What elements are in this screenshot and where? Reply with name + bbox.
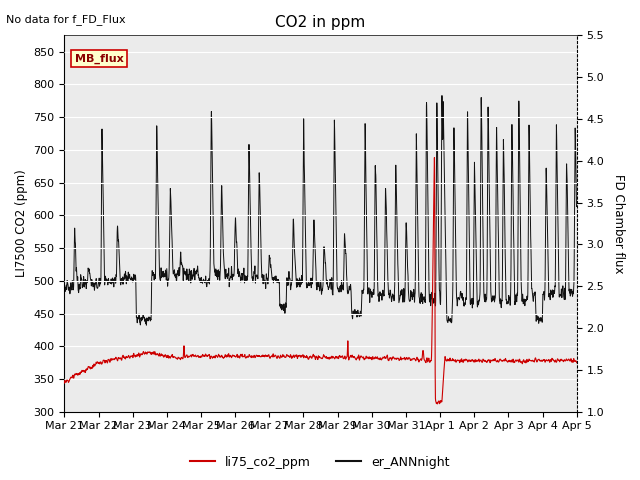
Legend: li75_co2_ppm, er_ANNnight: li75_co2_ppm, er_ANNnight (186, 451, 454, 474)
Text: No data for f_FD_Flux: No data for f_FD_Flux (6, 14, 126, 25)
Y-axis label: FD Chamber flux: FD Chamber flux (612, 174, 625, 273)
Text: MB_flux: MB_flux (75, 54, 124, 64)
Y-axis label: LI7500 CO2 (ppm): LI7500 CO2 (ppm) (15, 169, 28, 277)
Title: CO2 in ppm: CO2 in ppm (275, 15, 365, 30)
